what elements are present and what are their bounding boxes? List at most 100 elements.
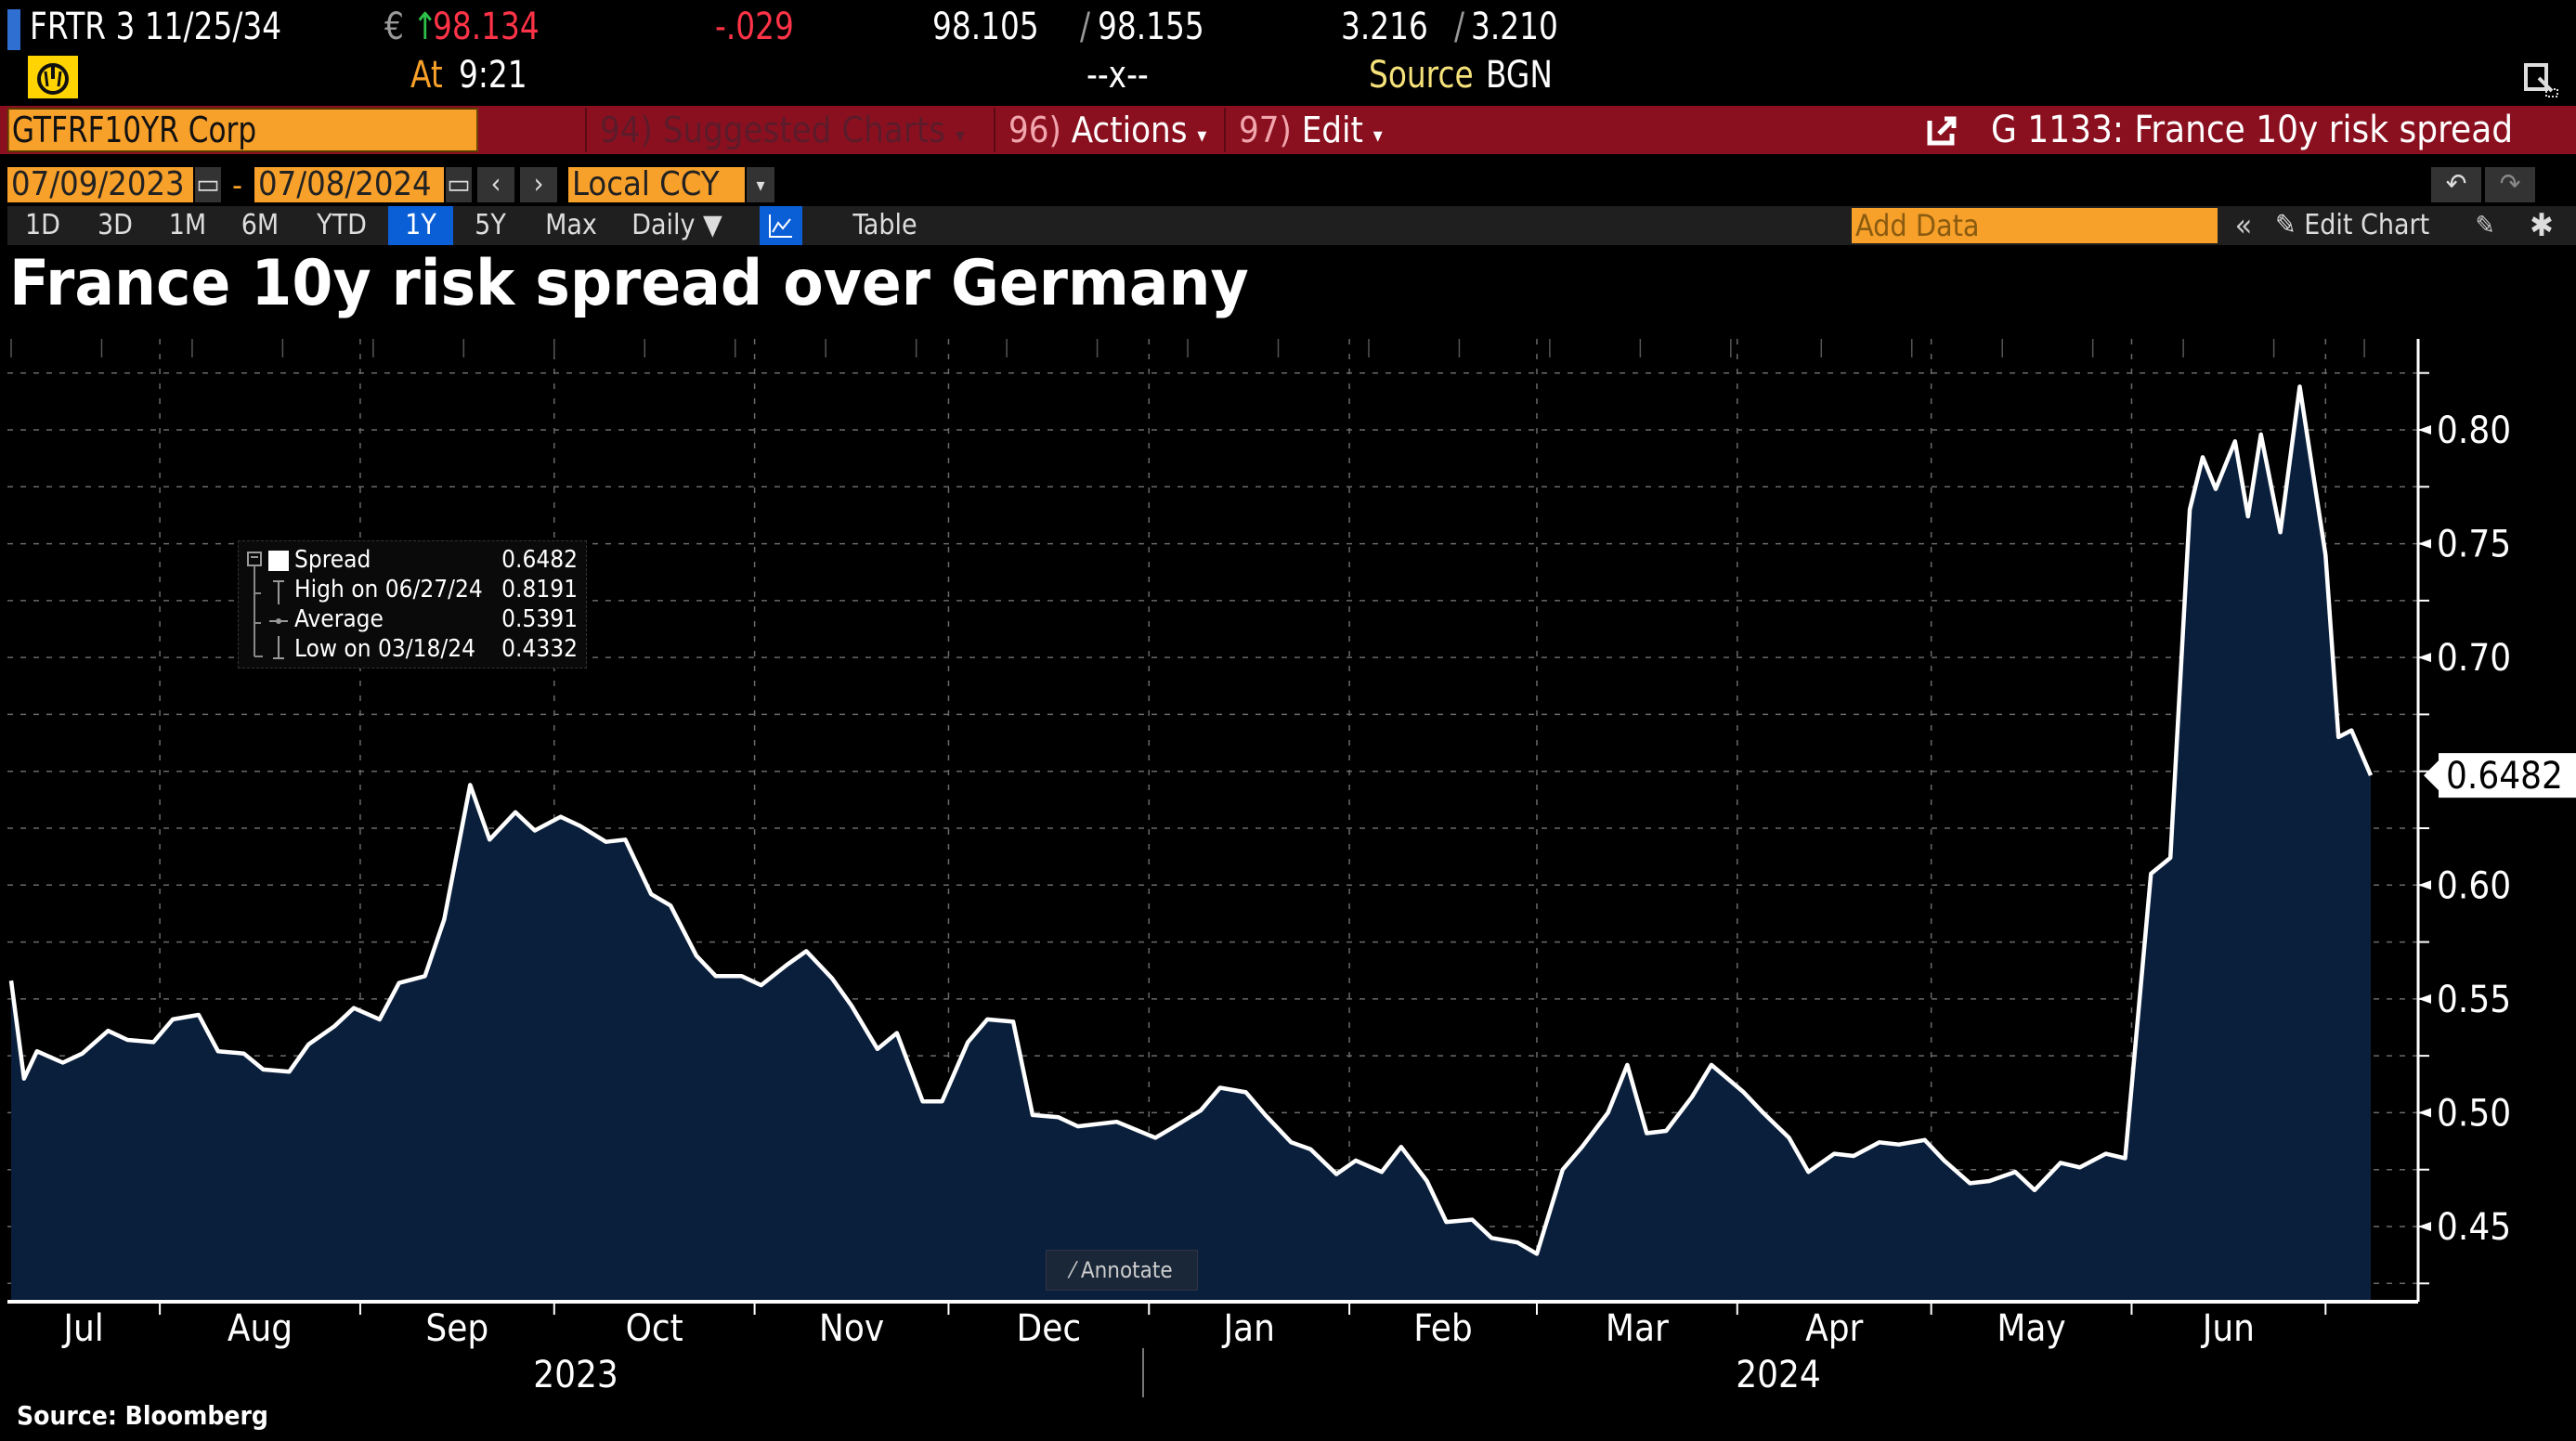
pencil-icon: ✎ — [2275, 209, 2296, 241]
data-points — [10, 386, 2372, 1254]
collapse-icon[interactable]: « — [2234, 207, 2253, 244]
y-tick-marker — [2418, 1108, 2431, 1118]
security-name: FRTR 3 11/25/34 — [30, 6, 282, 48]
y-tick-marker — [2418, 425, 2431, 435]
actions-menu[interactable]: 96) Actions ▾ — [994, 108, 1224, 152]
x-tick-label-dec: Dec — [1017, 1307, 1082, 1350]
menu-label: Actions — [1071, 110, 1188, 150]
tab-6m[interactable]: 6M — [241, 209, 280, 241]
prev-period-button[interactable]: ‹ — [477, 167, 514, 202]
annotate-button[interactable]: ⁄ Annotate — [1046, 1250, 1198, 1291]
y-tick-label: 0.60 — [2437, 864, 2511, 907]
menu-label: Suggested Charts — [662, 110, 946, 150]
low-marker-icon — [273, 636, 284, 659]
y-tick-label: 0.75 — [2437, 524, 2511, 566]
menu-number: 94) — [600, 110, 653, 150]
last-value-label: 0.6482 — [2446, 755, 2563, 798]
currency-symbol: € — [384, 6, 404, 48]
x-tick-label-jan: Jan — [1221, 1307, 1274, 1350]
x-tick-label-may: May — [1997, 1307, 2065, 1350]
screenshot-icon[interactable] — [2522, 61, 2559, 98]
x-tick-label-feb: Feb — [1413, 1307, 1473, 1350]
next-period-button[interactable]: › — [520, 167, 557, 202]
start-date-input[interactable]: 07/09/2023 — [7, 167, 193, 202]
yield-ask: 3.210 — [1471, 6, 1558, 48]
x-tick-label-jul: Jul — [61, 1307, 103, 1350]
end-date-input[interactable]: 07/08/2024 — [254, 167, 444, 202]
undo-icon[interactable]: ↶ — [2431, 167, 2481, 202]
legend-row-low: Low on 03/18/24 0.4332 — [294, 635, 578, 663]
y-tick-marker — [2418, 880, 2431, 890]
add-data-input[interactable]: Add Data — [1852, 208, 2218, 243]
y-tick-marker — [2418, 1222, 2431, 1231]
x-tick-label-mar: Mar — [1606, 1307, 1669, 1350]
tab-5y[interactable]: 5Y — [475, 209, 506, 241]
y-tick-label: 0.45 — [2437, 1206, 2511, 1249]
edit-chart-button[interactable]: ✎ Edit Chart — [2275, 208, 2429, 243]
y-tick-label: 0.80 — [2437, 409, 2511, 452]
tab-1d[interactable]: 1D — [25, 209, 60, 241]
collapse-legend-icon — [247, 552, 262, 566]
gear-icon[interactable]: ✱ — [2530, 207, 2554, 244]
tab-3d[interactable]: 3D — [98, 209, 133, 241]
source-note: Source: Bloomberg — [17, 1400, 268, 1431]
frequency-dropdown[interactable]: Daily ▼ — [631, 209, 722, 241]
y-tick-label: 0.70 — [2437, 637, 2511, 680]
speedometer-icon[interactable] — [28, 56, 78, 98]
x-tick-label-aug: Aug — [228, 1307, 293, 1350]
quote-size: --x-- — [1086, 54, 1149, 97]
y-tick-marker — [2418, 993, 2431, 1004]
calendar-icon[interactable]: ▭ — [446, 167, 472, 202]
chart-title: France 10y risk spread over Germany — [9, 247, 1249, 320]
source-label: Source — [1369, 54, 1474, 97]
yield-bid: 3.216 — [1341, 6, 1428, 48]
pencil-icon: ⁄ — [1071, 1257, 1074, 1283]
table-view-button[interactable]: Table — [852, 209, 917, 241]
ask-price: 98.155 — [1098, 6, 1204, 48]
x-tick-labels: Jul Aug Sep Oct Nov Dec Jan Feb Mar Apr May Jun 2023… — [61, 1307, 2255, 1396]
x-tick-label-sep: Sep — [425, 1307, 488, 1350]
security-marker — [7, 9, 20, 50]
up-arrow-icon: ↑ — [412, 6, 438, 48]
menu-number: 96) — [1008, 110, 1061, 150]
tab-1m[interactable]: 1M — [168, 209, 207, 241]
menu-label: Edit — [1301, 110, 1363, 150]
last-value-box — [2439, 753, 2576, 798]
spread-line — [8, 384, 2374, 1256]
currency-select[interactable]: Local CCY — [568, 167, 745, 202]
tab-1y[interactable]: 1Y — [388, 206, 453, 245]
annotate-label: Annotate — [1080, 1257, 1173, 1283]
x-tick-label-nov: Nov — [819, 1307, 884, 1350]
bid-ask-separator: / — [1080, 6, 1091, 48]
chart-legend[interactable]: Spread 0.6482 High on 06/27/24 0.8191 Aver… — [238, 540, 587, 669]
x-year-label-2024: 2024 — [1736, 1354, 1821, 1396]
legend-row-average: Average 0.5391 — [294, 605, 578, 633]
x-tick-label-jun: Jun — [2201, 1307, 2255, 1350]
ticker-input[interactable]: GTFRF10YR Corp — [7, 108, 478, 152]
at-label: At — [410, 54, 443, 97]
y-tick-label: 0.55 — [2437, 979, 2511, 1021]
menu-number: 97) — [1239, 110, 1292, 150]
date-separator: - — [232, 167, 243, 204]
spread-color-swatch — [268, 551, 289, 571]
source-value: BGN — [1486, 54, 1553, 97]
edit-menu[interactable]: 97) Edit ▾ — [1224, 108, 1412, 152]
page-title: G 1133: France 10y risk spread — [1991, 109, 2514, 151]
last-value-pointer — [2424, 759, 2440, 793]
tab-ytd[interactable]: YTD — [317, 209, 367, 241]
x-tick-label-oct: Oct — [626, 1307, 683, 1350]
x-tick-label-apr: Apr — [1805, 1307, 1863, 1350]
chevron-down-icon[interactable]: ▾ — [747, 167, 774, 202]
last-price: 98.134 — [433, 6, 540, 48]
redo-icon[interactable]: ↷ — [2485, 167, 2535, 202]
x-year-label-2023: 2023 — [533, 1354, 618, 1396]
line-chart-icon[interactable] — [760, 206, 802, 245]
chart-settings-icon[interactable]: ✎ — [2475, 210, 2495, 240]
y-tick-marker — [2418, 539, 2431, 549]
tab-max[interactable]: Max — [545, 209, 597, 241]
y-tick-label: 0.50 — [2437, 1092, 2511, 1135]
suggested-charts-menu[interactable]: 94) Suggested Charts ▾ — [585, 108, 994, 152]
external-link-icon[interactable] — [1926, 115, 1959, 147]
calendar-icon[interactable]: ▭ — [195, 167, 221, 202]
y-tick-labels: 0.45 0.50 0.55 0.60 0.70 0.75 0.80 0.6482 — [2424, 409, 2576, 1249]
